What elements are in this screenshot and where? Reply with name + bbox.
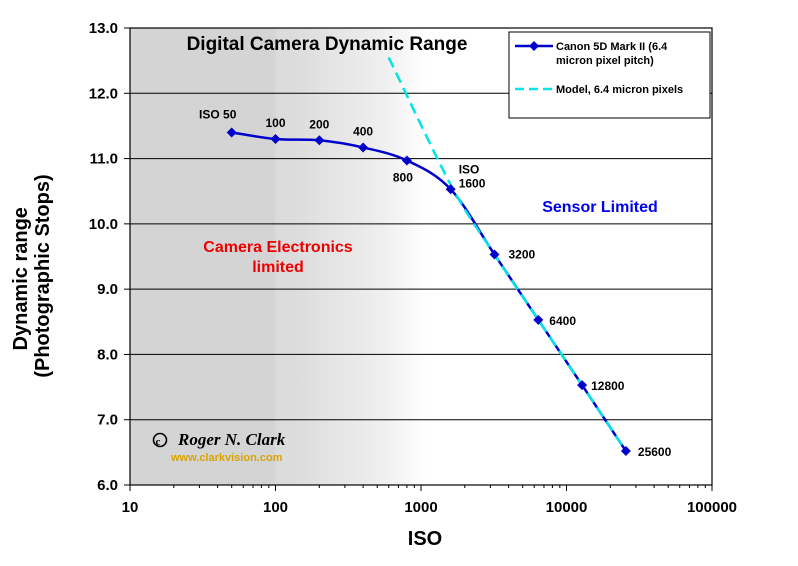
legend-label-canon-line-1: micron pixel pitch) [556,55,654,67]
data-point-8 [577,380,588,391]
point-label-1-line-0: 100 [265,116,285,130]
point-label-8: 12800 [591,379,625,393]
data-point-0 [226,127,237,138]
point-label-7: 6400 [549,314,576,328]
region-label-0: Camera Electronics limited [203,239,353,276]
point-label-2: 200 [309,117,329,131]
shade-solid [130,28,276,485]
data-point-6 [489,249,500,260]
legend-label-canon-line-0: Canon 5D Mark II (6.4 [556,41,668,53]
region-label-1-line-0: Sensor Limited [542,199,658,216]
credit-copyright-mark: c [156,436,161,448]
x-tick-label-3: 10000 [546,499,588,516]
plot-background [130,28,428,485]
legend: Canon 5D Mark II (6.4 micron pixel pitch)… [508,31,711,119]
region-label-0-line-0: Camera Electronics [203,239,353,256]
point-label-9: 25600 [638,445,672,459]
y-tick-label-0: 6.0 [97,477,118,494]
point-label-7-line-0: 6400 [549,314,576,328]
point-label-0-line-0: ISO 50 [199,107,237,121]
copyright-circle [152,432,168,448]
x-tick-label-1: 100 [263,499,288,516]
point-label-3: 400 [353,124,373,138]
y-tick-label-2: 8.0 [97,346,118,363]
legend-label-canon: Canon 5D Mark II (6.4 micron pixel pitch) [556,41,668,67]
y-axis-title: Dynamic range (Photographic Stops) [10,174,54,377]
data-point-3 [358,142,369,153]
data-point-5 [445,184,456,195]
point-label-9-line-0: 25600 [638,445,672,459]
data-point-1 [270,133,281,144]
data-point-2 [314,135,325,146]
x-tick-label-2: 1000 [404,499,437,516]
point-label-2-line-0: 200 [309,117,329,131]
point-label-4-line-0: 800 [393,171,413,185]
axes: 6.0 7.0 8.0 9.0 10.0 11.0 12.0 13.0 10 100 1000 100… [89,20,737,516]
legend-label-model: Model, 6.4 micron pixels [556,84,683,96]
y-tick-label-7: 13.0 [89,20,118,37]
data-point-4 [401,155,412,166]
credit-name: Roger N. Clark [177,430,286,449]
y-tick-label-6: 12.0 [89,85,118,102]
y-tick-label-1: 7.0 [97,412,118,429]
point-label-3-line-0: 400 [353,124,373,138]
y-tick-label-5: 11.0 [90,151,118,168]
data-point-7 [533,314,544,325]
labels-layer: ISO 50 100 200 400 800 ISO 1600 3200 6400 12800 25… [152,107,672,459]
x-tick-label-4: 100000 [687,499,737,516]
point-label-5-line-1: 1600 [459,176,486,190]
y-axis-title-line-2: (Photographic Stops) [32,174,54,377]
point-label-0: ISO 50 [199,107,237,121]
credit-url: www.clarkvision.com [170,452,283,464]
y-axis-title-line-1: Dynamic range [10,207,32,350]
chart-title: Digital Camera Dynamic Range [187,34,468,55]
point-label-8-line-0: 12800 [591,379,625,393]
credit-text: c Roger N. Clark [156,430,286,449]
region-label-1: Sensor Limited [542,199,658,216]
series-layer [226,56,631,457]
region-label-0-line-1: limited [252,259,304,276]
x-axis-title: ISO [408,528,442,550]
point-label-1: 100 [265,116,285,130]
y-tick-label-4: 10.0 [89,216,118,233]
point-label-4: 800 [393,171,413,185]
point-label-5: ISO 1600 [459,162,486,190]
y-tick-label-3: 9.0 [97,281,118,298]
data-point-9 [620,446,631,457]
point-label-5-line-0: ISO [459,162,480,176]
x-tick-label-0: 10 [122,499,139,516]
point-label-6: 3200 [508,248,535,262]
legend-marker-canon [529,41,539,51]
point-label-6-line-0: 3200 [508,248,535,262]
